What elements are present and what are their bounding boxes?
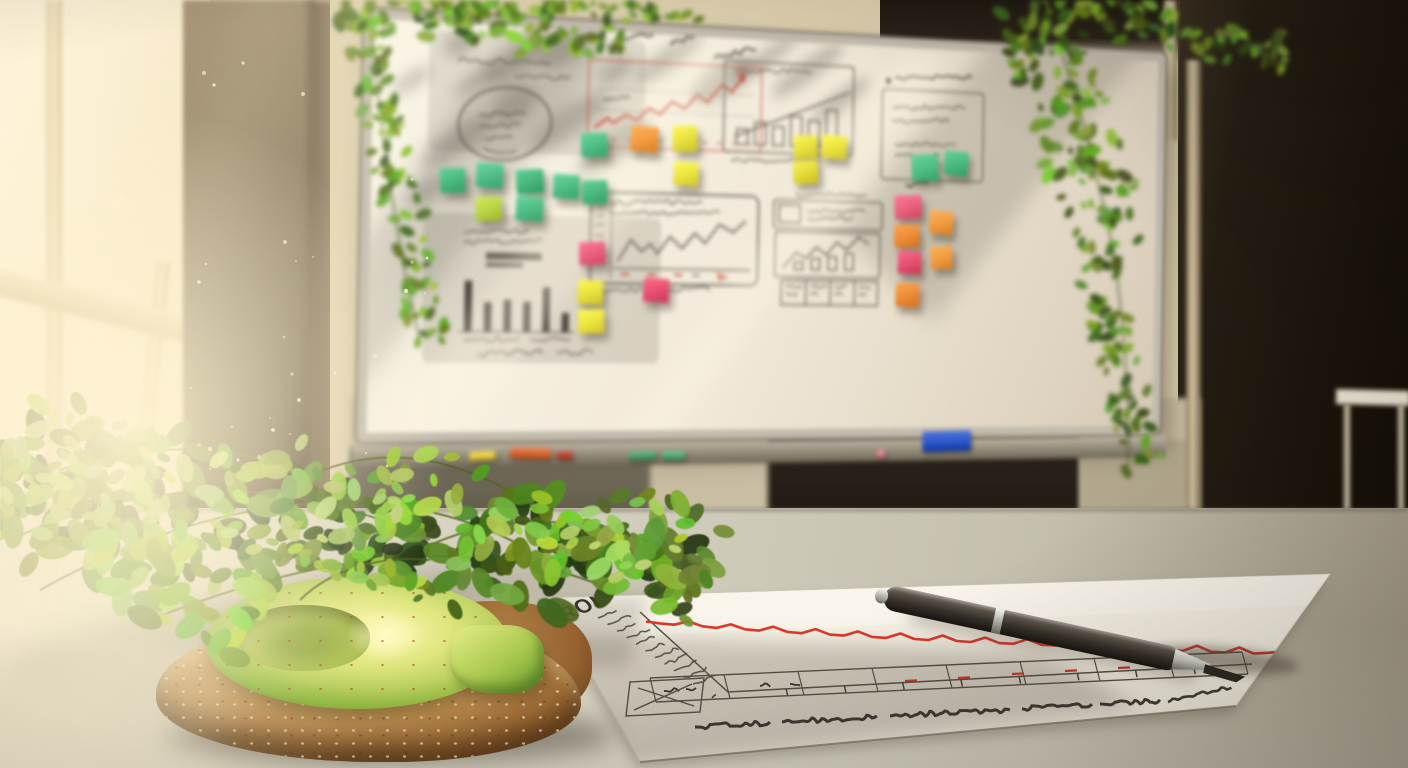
dark-wall-right: [1178, 0, 1408, 560]
whiteboard-stand-pole: [1186, 60, 1201, 530]
avocado-chunk: [450, 625, 544, 693]
distant-table-leg: [1344, 404, 1350, 524]
sun-wash: [0, 0, 360, 768]
distant-table-leg: [1398, 404, 1404, 524]
